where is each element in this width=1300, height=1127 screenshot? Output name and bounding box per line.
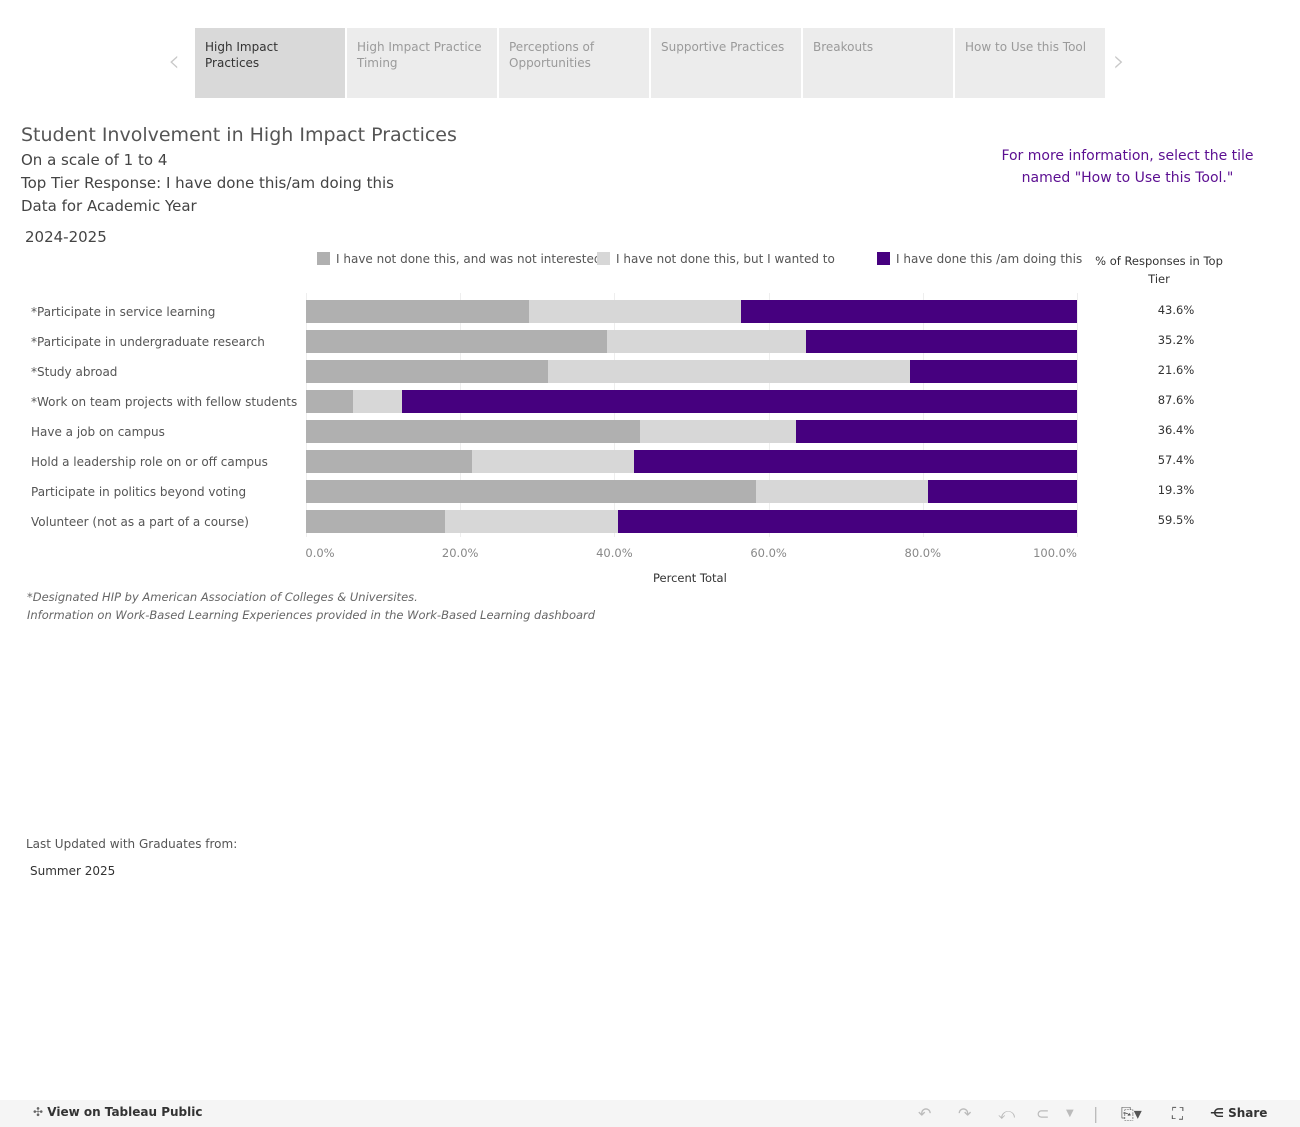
page-title: Student Involvement in High Impact Pract… [21,124,457,146]
bar-segment-done[interactable] [796,420,1077,443]
category-label: Hold a leadership role on or off campus [31,455,268,469]
x-tick-label: 60.0% [750,546,787,560]
top-tier-pct: 36.4% [1157,423,1195,437]
bar-segment-done[interactable] [805,330,1077,353]
tab-next-arrow[interactable]: › [1113,44,1125,79]
gridline [306,293,307,537]
top-tier-pct: 57.4% [1157,453,1195,467]
bar-segment-done[interactable] [401,390,1077,413]
footer-toolbar [0,1100,1300,1127]
undo-icon[interactable]: ↶ [918,1104,932,1123]
bar-segment-not-interested[interactable] [306,360,549,383]
bar-segment-not-interested[interactable] [306,390,354,413]
tab-prev-arrow[interactable]: ‹ [168,44,180,79]
last-updated-label: Last Updated with Graduates from: [26,837,238,851]
bar-segment-wanted[interactable] [353,390,402,413]
category-label: Volunteer (not as a part of a course) [31,515,249,529]
bar-segment-wanted[interactable] [548,360,911,383]
toolbar-divider: | [1093,1104,1099,1123]
x-tick-label: 0.0% [305,546,335,560]
tab-supportive-practices[interactable]: Supportive Practices [651,28,801,98]
refresh-dropdown-icon[interactable]: ▼ [1066,1108,1074,1119]
bar-segment-done[interactable] [910,360,1077,383]
gridline [768,293,770,537]
gridline [460,293,462,537]
bar-segment-done[interactable] [634,450,1077,473]
view-on-tableau-link[interactable]: ✣ View on Tableau Public [33,1105,203,1119]
bar-segment-wanted[interactable] [444,510,619,533]
bar-segment-done[interactable] [928,480,1077,503]
bar-segment-wanted[interactable] [756,480,929,503]
bar-segment-done[interactable] [740,300,1077,323]
note-wbl: Information on Work-Based Learning Exper… [27,608,596,622]
category-label: *Work on team projects with fellow stude… [31,395,298,409]
tab-breakouts[interactable]: Breakouts [803,28,953,98]
pct-header: % of Responses in Top Tier [1095,254,1223,286]
note-hip: *Designated HIP by American Association … [27,590,418,604]
last-updated-value: Summer 2025 [30,864,116,878]
bar-segment-done[interactable] [618,510,1077,533]
tab-high-impact-practice-timing[interactable]: High Impact Practice Timing [347,28,497,98]
top-tier-pct: 19.3% [1157,483,1195,497]
top-tier-pct: 87.6% [1157,393,1195,407]
gridline [1077,293,1078,537]
top-tier-pct: 43.6% [1157,303,1195,317]
x-axis-label: Percent Total [653,571,727,585]
bar-segment-not-interested[interactable] [306,510,445,533]
academic-year: 2024-2025 [25,228,107,246]
bar-segment-not-interested[interactable] [306,300,529,323]
bar-segment-not-interested[interactable] [306,330,607,353]
category-label: *Participate in service learning [31,305,216,319]
bar-segment-not-interested[interactable] [306,450,472,473]
top-tier-text: Top Tier Response: I have done this/am d… [21,174,394,192]
x-tick-label: 40.0% [596,546,633,560]
category-label: Have a job on campus [31,425,165,439]
tab-perceptions-of-opportunities[interactable]: Perceptions of Opportunities [499,28,649,98]
redo-icon[interactable]: ↷ [958,1104,972,1123]
revert-icon[interactable]: ⤺ [998,1104,1016,1123]
top-tier-pct: 21.6% [1157,363,1195,377]
info-text: For more information, select the tile na… [1001,148,1254,186]
x-tick-label: 20.0% [441,546,479,560]
bar-segment-not-interested[interactable] [306,480,757,503]
gridline [922,293,924,537]
legend-item-not-interested[interactable]: I have not done this, and was not intere… [317,252,602,266]
legend-item-done[interactable]: I have done this /am doing this [877,252,1082,266]
refresh-icon[interactable]: ⊂ [1036,1104,1050,1123]
tableau-icon: ✣ [33,1105,44,1119]
scale-text: On a scale of 1 to 4 [21,151,168,169]
category-label: Participate in politics beyond voting [31,485,247,499]
tab-how-to-use-this-tool[interactable]: How to Use this Tool [955,28,1105,98]
legend-item-wanted[interactable]: I have not done this, but I wanted to [597,252,835,266]
bar-segment-wanted[interactable] [639,420,797,443]
category-label: *Participate in undergraduate research [31,335,265,349]
data-for-text: Data for Academic Year [21,197,197,215]
top-tier-pct: 59.5% [1157,513,1195,527]
bar-segment-wanted[interactable] [528,300,741,323]
top-tier-pct: 35.2% [1157,333,1195,347]
bar-segment-wanted[interactable] [606,330,806,353]
tab-high-impact-practices[interactable]: High Impact Practices [195,28,345,98]
x-tick-label: 100.0% [1033,546,1077,560]
download-icon[interactable]: ⎘▾ [1121,1104,1142,1123]
fullscreen-icon[interactable]: ⛶ [1172,1104,1184,1123]
bar-segment-wanted[interactable] [471,450,635,473]
share-button[interactable]: ⋲ Share [1210,1106,1268,1120]
x-tick-label: 80.0% [904,546,942,560]
bar-segment-not-interested[interactable] [306,420,640,443]
share-icon: ⋲ [1210,1106,1224,1120]
gridline [614,293,616,537]
category-label: *Study abroad [31,365,118,379]
